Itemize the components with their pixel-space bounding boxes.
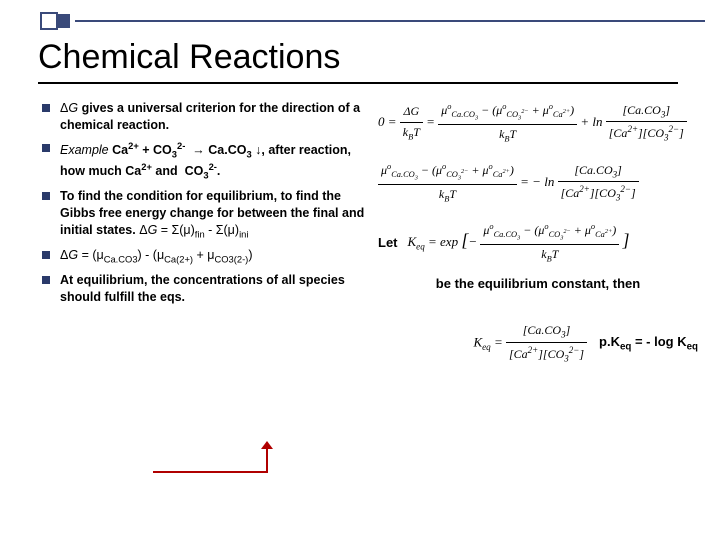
keq-row: Keq = [Ca.CO3][Ca2+][CO32−] p.Keq = - lo… (378, 321, 698, 366)
bullet-item: ΔG gives a universal criterion for the d… (38, 100, 368, 134)
bullet-item: At equilibrium, the concentrations of al… (38, 272, 368, 306)
eq-constant-text: be the equilibrium constant, then (378, 276, 698, 291)
let-row: Let Keq = exp [− μoCa.CO3 − (μoCO32− + μ… (378, 220, 698, 266)
equation-1: 0 = ΔGkBT = μoCa.CO3 − (μoCO32− + μoCa2+… (378, 100, 698, 146)
title-underline (38, 82, 678, 84)
bullet-item: Example Ca2+ + CO32- → Ca.CO3 ↓, after r… (38, 140, 368, 183)
left-column: ΔG gives a universal criterion for the d… (38, 100, 378, 530)
equation-keq-conc: Keq = [Ca.CO3][Ca2+][CO32−] (473, 321, 587, 366)
right-column: 0 = ΔGkBT = μoCa.CO3 − (μoCO32− + μoCa2+… (378, 100, 698, 530)
bullet-item: ΔG = (μCa.CO3) - (μCa(2+) + μCO3(2-)) (38, 247, 368, 266)
bullet-list: ΔG gives a universal criterion for the d… (38, 100, 368, 306)
callout-arrow (153, 445, 273, 475)
equation-keq-def: Keq = exp [− μoCa.CO3 − (μoCO32− + μoCa2… (408, 220, 630, 266)
bullet-item: To find the condition for equilibrium, t… (38, 188, 368, 241)
page-title: Chemical Reactions (38, 38, 340, 77)
let-label: Let (378, 235, 398, 250)
accent-line (75, 20, 705, 22)
pkeq-text: p.Keq = - log Keq (599, 334, 698, 353)
accent-square-fill (56, 14, 70, 28)
equation-2: μoCa.CO3 − (μoCO32− + μoCa2+)kBT = − ln … (378, 160, 698, 206)
content-area: ΔG gives a universal criterion for the d… (38, 100, 700, 530)
header-accent (0, 0, 720, 28)
